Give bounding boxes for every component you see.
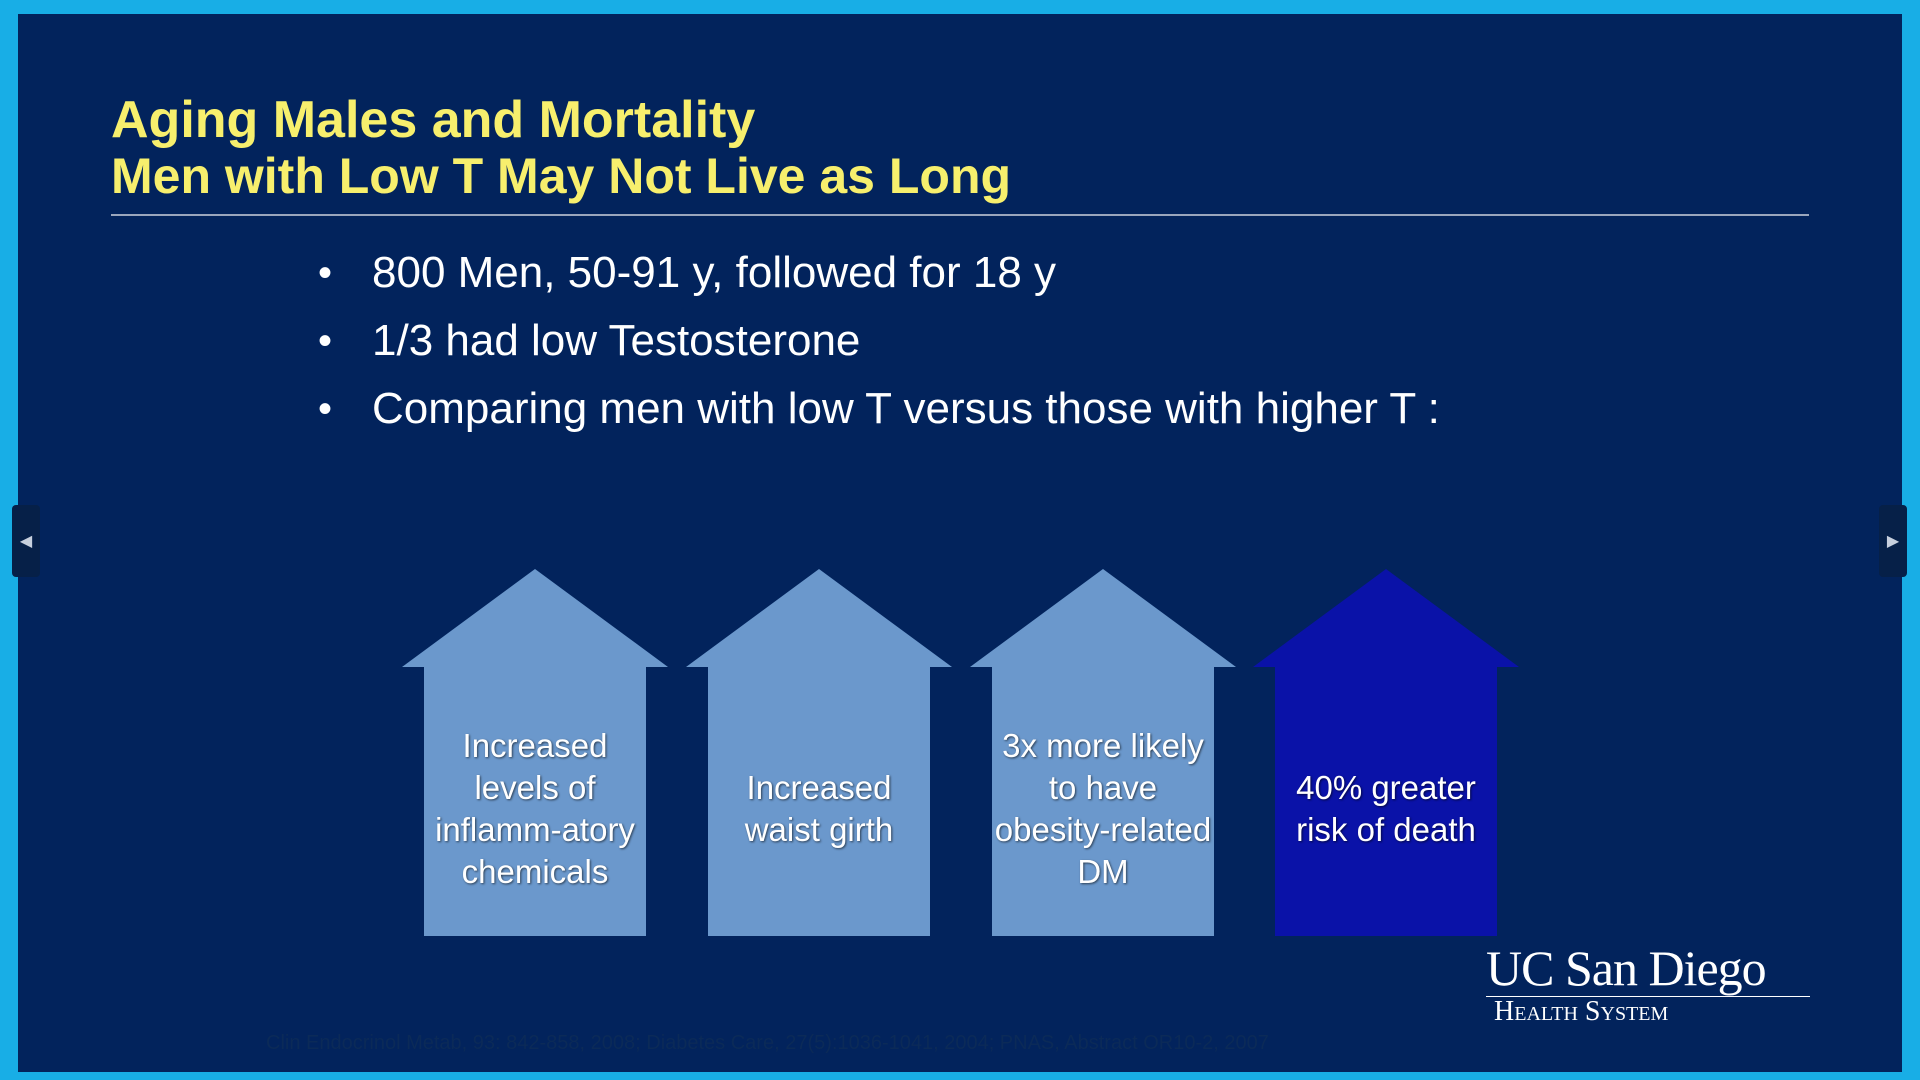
bullet-marker: • [318, 251, 333, 295]
chevron-left-icon: ◀ [19, 533, 33, 550]
up-arrow-icon [970, 569, 1236, 936]
prev-slide-button[interactable]: ◀ [12, 505, 40, 577]
bullet-item: • 800 Men, 50-91 y, followed for 18 y [318, 246, 1440, 314]
up-arrow-waist-girth: Increased waist girth [686, 569, 952, 936]
arrow-label: Increased levels of inflamm-atory chemic… [435, 726, 635, 890]
up-arrow-inflammatory: Increased levels of inflamm-atory chemic… [402, 569, 668, 936]
slide: Aging Males and Mortality Men with Low T… [18, 14, 1902, 1072]
bullet-marker: • [318, 387, 333, 431]
up-arrow-obesity-dm: 3x more likely to have obesity-related D… [970, 569, 1236, 936]
slide-title: Aging Males and Mortality [111, 91, 756, 149]
bullet-marker: • [318, 319, 333, 363]
bullet-text: Comparing men with low T versus those wi… [372, 384, 1440, 433]
arrow-label: Increased waist girth [744, 768, 894, 848]
uc-san-diego-logo: UC San Diego Health System [1486, 942, 1810, 1027]
bullet-text: 1/3 had low Testosterone [372, 316, 861, 365]
logo-line-2: Health System [1486, 996, 1810, 1027]
bullet-item: • 1/3 had low Testosterone [318, 314, 1440, 382]
up-arrow-icon [402, 569, 668, 936]
slide-subtitle: Men with Low T May Not Live as Long [111, 148, 1012, 204]
title-divider [111, 214, 1809, 216]
up-arrow-death-risk: 40% greater risk of death [1253, 569, 1519, 936]
arrow-label: 40% greater risk of death [1296, 768, 1476, 848]
bullet-text: 800 Men, 50-91 y, followed for 18 y [372, 248, 1057, 297]
up-arrow-icon [686, 569, 952, 936]
up-arrow-icon [1253, 569, 1519, 936]
bullet-list: • 800 Men, 50-91 y, followed for 18 y • … [318, 246, 1440, 450]
bullet-item: • Comparing men with low T versus those … [318, 382, 1440, 450]
logo-line-1: UC San Diego [1486, 940, 1767, 996]
arrow-label: 3x more likely to have obesity-related D… [994, 726, 1212, 890]
next-slide-button[interactable]: ▶ [1879, 505, 1907, 577]
chevron-right-icon: ▶ [1886, 533, 1900, 550]
citation-text: Clin Endocrinol Metab, 93: 842-858, 2008… [266, 1032, 1269, 1054]
